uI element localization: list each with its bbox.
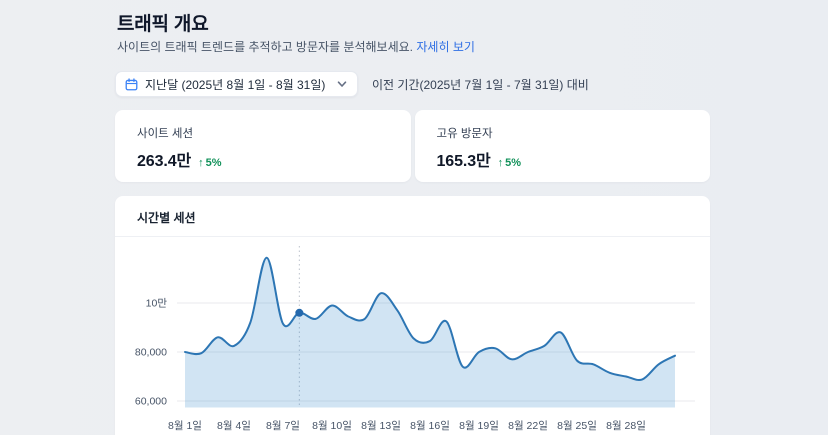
stat-card-unique-visitors: 고유 방문자 165.3만 ↑ 5%: [414, 110, 711, 182]
calendar-icon: [125, 77, 138, 90]
stats-row: 사이트 세션 263.4만 ↑ 5% 고유 방문자 165.3만 ↑ 5%: [115, 110, 710, 182]
x-axis-tick-label: 8월 10일: [312, 419, 352, 432]
x-axis-tick-label: 8월 16일: [410, 419, 450, 432]
stat-value: 165.3만: [436, 153, 491, 170]
stat-card-site-sessions: 사이트 세션 263.4만 ↑ 5%: [115, 110, 411, 182]
delta-percent: 5%: [205, 157, 222, 169]
chart-divider: [115, 236, 710, 237]
x-axis-tick-label: 8월 22일: [508, 419, 548, 432]
highlighted-data-point[interactable]: [295, 308, 304, 317]
subtitle-text: 사이트의 트래픽 트렌드를 추적하고 방문자를 분석해보세요.: [117, 40, 414, 54]
chart-title: 시간별 세션: [137, 211, 196, 225]
stat-label: 사이트 세션: [137, 128, 194, 140]
stat-value-row: 165.3만 ↑ 5%: [437, 147, 711, 171]
controls-row: 지난달 (2025년 8월 1일 - 8월 31일) 이전 기간(2025년 7…: [115, 71, 710, 97]
delta-percent: 5%: [505, 157, 522, 169]
y-axis-tick-label: 10만: [146, 298, 168, 310]
stat-label: 고유 방문자: [436, 128, 493, 140]
date-range-label: 지난달 (2025년 8월 1일 - 8월 31일): [145, 77, 326, 92]
hourly-sessions-chart-card: 시간별 세션 10만 80,000 60,000 8월 1일 8월 4일 8월 7일 8월 …: [115, 196, 710, 435]
up-arrow-icon: ↑: [198, 157, 204, 169]
stat-delta-badge: ↑ 5%: [198, 157, 221, 169]
up-arrow-icon: ↑: [497, 157, 504, 169]
details-link[interactable]: 자세히 보기: [416, 40, 475, 54]
y-axis-tick-label: 80,000: [135, 347, 167, 359]
sessions-line: [184, 256, 676, 381]
page-title: 트래픽 개요: [117, 14, 209, 35]
chevron-down-icon: [337, 81, 347, 87]
x-axis-tick-label: 8월 19일: [459, 419, 499, 432]
x-axis-tick-label: 8월 4일: [217, 419, 251, 432]
date-range-picker[interactable]: 지난달 (2025년 8월 1일 - 8월 31일): [115, 71, 358, 97]
x-axis-tick-label: 8월 28일: [606, 419, 646, 432]
x-axis-tick-label: 8월 7일: [266, 419, 300, 432]
stat-value-row: 263.4만 ↑ 5%: [137, 147, 411, 171]
page-subtitle: 사이트의 트래픽 트렌드를 추적하고 방문자를 분석해보세요. 자세히 보기: [117, 38, 475, 55]
x-axis-tick-label: 8월 13일: [361, 419, 401, 432]
compare-period-label: 이전 기간(2025년 7월 1일 - 7월 31일) 대비: [372, 77, 589, 92]
x-axis-tick-label: 8월 1일: [168, 419, 202, 432]
x-axis-tick-label: 8월 25일: [557, 419, 597, 432]
stat-delta-badge: ↑ 5%: [498, 157, 521, 169]
sessions-area-fill: [185, 257, 675, 408]
y-axis-tick-label: 60,000: [135, 396, 167, 408]
stat-value: 263.4만: [137, 153, 192, 170]
